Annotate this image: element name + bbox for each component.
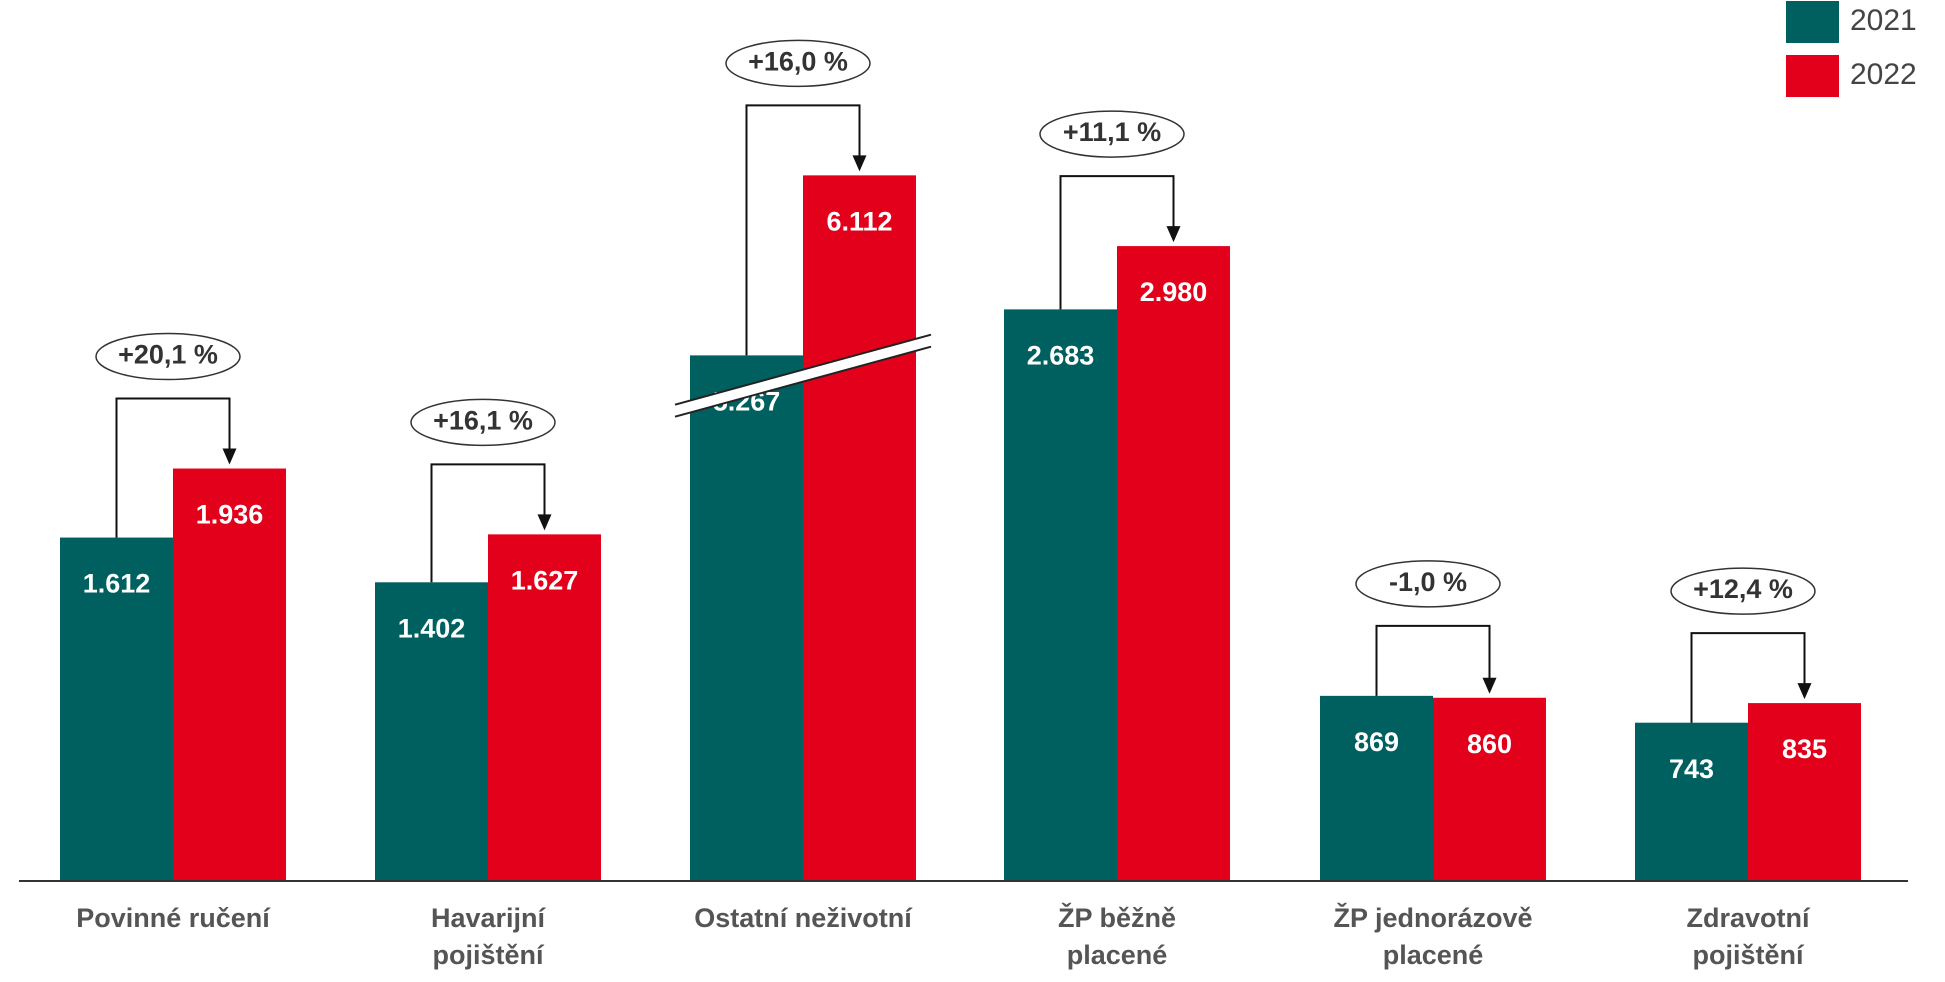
change-label: +20,1 % [118, 340, 218, 370]
legend-label: 2022 [1850, 58, 1917, 91]
x-tick-label: ŽP jednorázově placené [1333, 903, 1533, 970]
legend-label: 2021 [1850, 4, 1917, 37]
x-tick-label: Povinné ručení [76, 903, 270, 933]
change-bracket [115, 397, 231, 538]
arrow-head [1166, 226, 1181, 243]
bar [488, 534, 601, 881]
value-label: 1.936 [196, 500, 264, 530]
bar [375, 582, 488, 881]
value-label: 1.627 [511, 565, 579, 595]
axis-break [675, 334, 931, 417]
bar [803, 175, 916, 882]
change-ellipse [1039, 110, 1185, 158]
bar [1748, 703, 1861, 881]
change-bracket [430, 463, 546, 583]
change-label: +16,1 % [433, 405, 533, 435]
bar [1320, 695, 1433, 881]
change-ellipse [1355, 560, 1501, 608]
change-label: -1,0 % [1389, 567, 1467, 597]
axis-break-line [674, 333, 932, 406]
bar [1117, 246, 1230, 881]
value-label: 1.612 [83, 569, 151, 599]
bar [690, 355, 803, 881]
legend-swatch [1786, 1, 1839, 43]
arrow-head [537, 514, 552, 531]
x-tick-label: Ostatní neživotní [694, 903, 912, 933]
x-tick-label: ŽP běžně placené [1057, 903, 1177, 970]
value-label: 835 [1782, 734, 1827, 764]
x-tick-label: Havarijní pojištění [430, 903, 546, 970]
arrow-head [222, 448, 237, 465]
bar [1004, 309, 1117, 881]
change-ellipse [410, 398, 556, 447]
change-label: +11,1 % [1063, 117, 1161, 147]
value-label: 860 [1467, 729, 1512, 759]
axis-break-line [674, 345, 932, 418]
value-label: 869 [1354, 727, 1399, 757]
change-label: +12,4 % [1693, 574, 1793, 604]
arrow-head [1797, 683, 1812, 700]
value-label: 2.683 [1027, 340, 1095, 370]
legend-swatch [1786, 55, 1839, 97]
value-label: 743 [1669, 754, 1714, 784]
bar [1635, 722, 1748, 881]
change-bracket [1690, 632, 1806, 723]
change-ellipse [1670, 567, 1816, 615]
change-ellipse [95, 332, 241, 381]
value-label: 2.980 [1140, 277, 1208, 307]
value-label: 6.112 [826, 206, 892, 236]
change-bracket [1059, 175, 1175, 310]
change-bracket [745, 104, 861, 356]
arrow-head [852, 155, 867, 172]
bar [60, 537, 173, 881]
bar [1433, 697, 1546, 881]
bar [173, 468, 286, 881]
change-label: +16,0 % [748, 46, 848, 76]
change-bracket [1375, 624, 1491, 696]
change-ellipse [725, 39, 871, 88]
value-label: 1.402 [398, 613, 466, 643]
arrow-head [1482, 677, 1497, 694]
x-tick-label: Zdravotní pojištění [1686, 903, 1810, 970]
